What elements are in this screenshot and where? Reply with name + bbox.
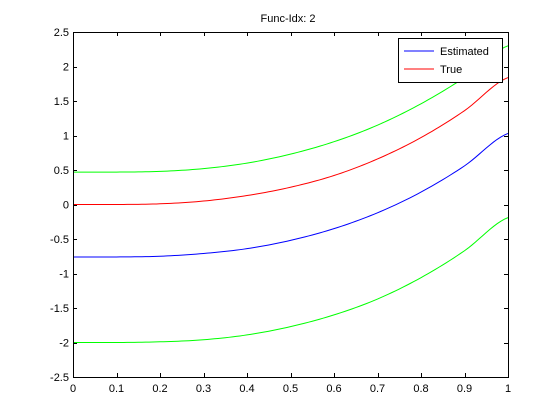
x-tick-label: 0.1 (109, 383, 124, 395)
x-tick-label: 0.8 (413, 383, 428, 395)
ticks-layer: 0 0.1 0.2 0.3 0.4 0.5 0.6 0.7 0.8 0.9 1 -2.5 -2 -1.5 -… (50, 27, 511, 395)
x-tick-label: 1 (505, 383, 511, 395)
x-tick-label: 0.5 (283, 383, 298, 395)
x-tick-label: 0.3 (196, 383, 211, 395)
legend-label: True (440, 64, 462, 76)
y-tick-label: 0 (63, 200, 69, 212)
bound-line-3 (73, 217, 509, 344)
x-tick-label: 0.7 (370, 383, 385, 395)
legend-label: Estimated (440, 46, 489, 58)
legend-box (398, 38, 503, 83)
y-tick-label: -1 (59, 269, 69, 281)
bound-line-2 (73, 45, 509, 173)
y-tick-label: 2 (63, 62, 69, 74)
series-layer (73, 45, 509, 344)
y-tick-label: -2 (59, 338, 69, 350)
legend: Estimated True (398, 38, 503, 83)
y-tick-label: 1.5 (54, 96, 69, 108)
y-tick-label: -0.5 (50, 234, 69, 246)
series-true-line (73, 77, 509, 206)
x-tick-label: 0.4 (239, 383, 254, 395)
x-tick-label: 0.6 (326, 383, 341, 395)
x-tick-label: 0.9 (457, 383, 472, 395)
x-tick-label: 0 (70, 383, 76, 395)
y-tick-label: 2.5 (54, 27, 69, 39)
y-tick-label: -1.5 (50, 303, 69, 315)
y-tick-label: 0.5 (54, 165, 69, 177)
series-estimated-line (73, 132, 509, 258)
y-tick-label: -2.5 (50, 372, 69, 384)
x-tick-label: 0.2 (152, 383, 167, 395)
chart-title: Func-Idx: 2 (260, 13, 315, 25)
y-tick-label: 1 (63, 131, 69, 143)
